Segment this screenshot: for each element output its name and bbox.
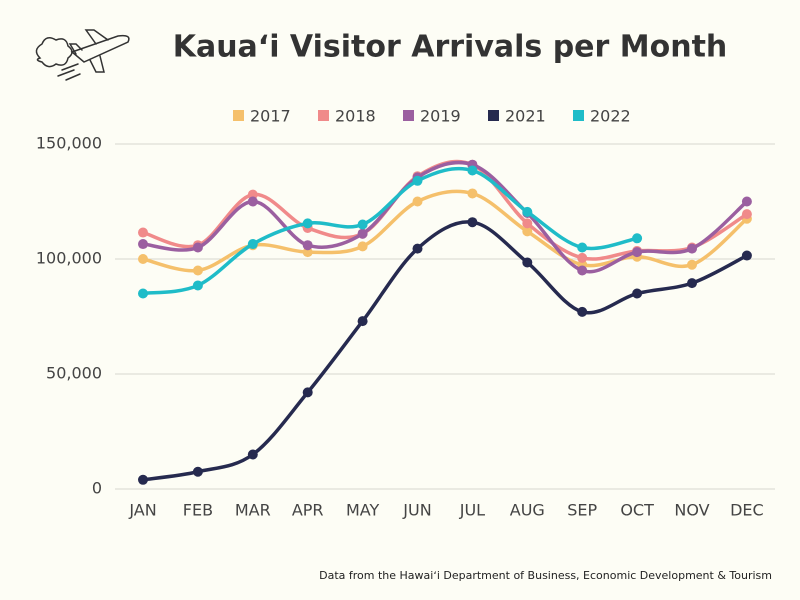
data-point xyxy=(412,243,423,254)
legend-swatch xyxy=(488,110,499,121)
data-point xyxy=(412,175,423,186)
data-point xyxy=(192,242,203,253)
legend-label: 2022 xyxy=(590,107,631,126)
chart-title: Kauaʻi Visitor Arrivals per Month xyxy=(173,30,728,65)
data-point xyxy=(138,239,148,250)
data-point xyxy=(247,189,258,200)
data-point xyxy=(741,250,752,261)
data-point xyxy=(577,252,588,263)
airplane-icon xyxy=(35,29,130,81)
data-point xyxy=(577,242,588,253)
x-tick-label: NOV xyxy=(674,501,709,520)
x-tick-label: MAY xyxy=(346,501,380,520)
data-point xyxy=(302,387,313,398)
data-point xyxy=(687,278,697,289)
legend-swatch xyxy=(573,110,584,121)
x-tick-label: JUL xyxy=(459,501,485,520)
data-point xyxy=(632,233,643,244)
x-tick-label: MAR xyxy=(235,501,271,520)
data-point xyxy=(467,188,478,199)
data-point xyxy=(357,228,368,239)
data-point xyxy=(357,241,368,252)
data-point xyxy=(741,209,752,220)
data-point xyxy=(741,196,752,207)
y-tick-label: 50,000 xyxy=(46,364,102,383)
x-tick-label: OCT xyxy=(620,501,654,520)
data-point xyxy=(522,226,533,237)
x-tick-label: JAN xyxy=(128,501,156,520)
y-tick-label: 0 xyxy=(92,479,102,498)
data-point xyxy=(577,306,588,317)
x-tick-label: FEB xyxy=(183,501,213,520)
data-point xyxy=(247,239,258,250)
x-tick-label: AUG xyxy=(510,501,545,520)
legend-label: 2019 xyxy=(420,107,461,126)
data-point xyxy=(687,243,697,254)
data-point xyxy=(632,288,643,299)
data-point xyxy=(302,240,313,251)
data-point xyxy=(522,218,533,229)
y-tick-label: 150,000 xyxy=(36,134,102,153)
data-point xyxy=(357,219,368,230)
data-point xyxy=(192,466,203,477)
data-point xyxy=(247,449,258,460)
data-point xyxy=(192,280,203,291)
legend-label: 2017 xyxy=(250,107,291,126)
x-tick-label: DEC xyxy=(730,501,764,520)
data-point xyxy=(192,265,203,276)
data-point xyxy=(467,217,478,228)
data-point xyxy=(138,288,148,299)
data-point xyxy=(357,316,368,327)
data-point xyxy=(467,165,478,176)
legend-swatch xyxy=(233,110,244,121)
y-tick-label: 100,000 xyxy=(36,249,102,268)
data-point xyxy=(632,247,643,258)
data-point xyxy=(138,474,148,485)
data-point xyxy=(138,227,148,238)
data-point xyxy=(138,254,148,264)
data-point xyxy=(412,196,423,207)
data-point xyxy=(687,259,697,270)
data-point xyxy=(522,206,533,217)
legend-swatch xyxy=(403,110,414,121)
source-note: Data from the Hawaiʻi Department of Busi… xyxy=(319,569,772,582)
data-point xyxy=(302,247,313,258)
data-point xyxy=(577,265,588,276)
legend-label: 2018 xyxy=(335,107,376,126)
data-point xyxy=(302,218,313,229)
x-tick-label: APR xyxy=(292,501,324,520)
x-tick-label: JUN xyxy=(402,501,431,520)
legend-label: 2021 xyxy=(505,107,546,126)
series-line xyxy=(142,166,638,296)
legend-swatch xyxy=(318,110,329,121)
data-point xyxy=(247,196,258,207)
data-point xyxy=(522,257,533,268)
x-tick-label: SEP xyxy=(567,501,597,520)
